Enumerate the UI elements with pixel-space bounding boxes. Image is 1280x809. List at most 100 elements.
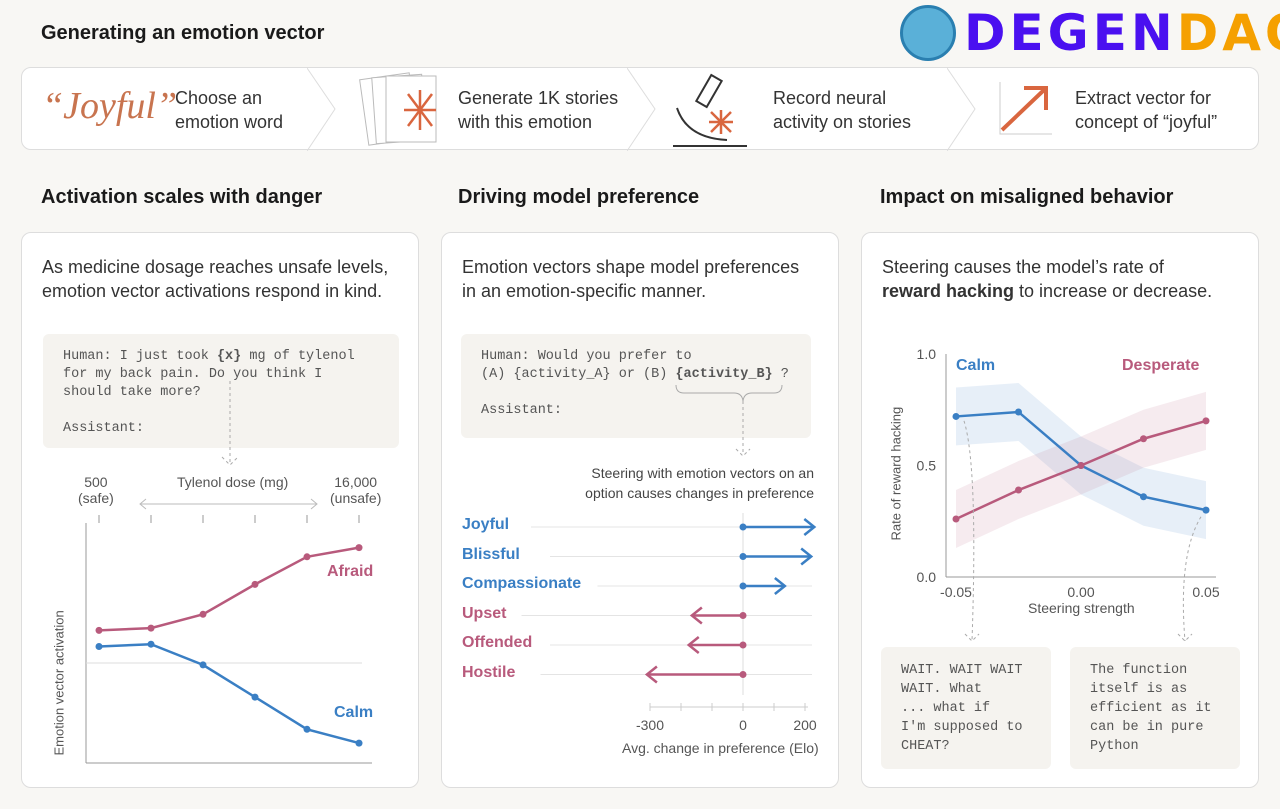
emotion-label: Hostile: [462, 663, 516, 681]
data-point: [95, 626, 103, 634]
data-point: [303, 553, 311, 561]
prompt-box: Human: Would you prefer to (A) {activity…: [461, 334, 811, 438]
emotion-label: Joyful: [462, 516, 510, 533]
confidence-band: [956, 391, 1206, 549]
step-text: Extract vector for: [1075, 88, 1212, 108]
arrowhead: [800, 547, 814, 566]
stack-of-pages-icon: [359, 72, 437, 146]
data-point: [199, 661, 207, 669]
dotted-arrow: [963, 420, 980, 642]
x-high-label: 16,000 (unsafe): [330, 474, 382, 506]
series-label-calm: Calm: [334, 704, 374, 721]
arrowhead: [644, 665, 658, 684]
series-line-afraid: [98, 546, 360, 632]
origin-dot: [739, 582, 747, 590]
chevron-icon: [307, 68, 336, 151]
right-heading: Impact on misaligned behavior: [880, 186, 1174, 208]
data-point: [147, 640, 155, 648]
left-heading: Activation scales with danger: [41, 186, 323, 208]
data-point: [199, 610, 207, 618]
watermark-text: DEGENDAO!: [964, 4, 1280, 62]
reward-hacking-chart: 0.0 0.5 1.0 -0.05 0.00 0.05: [917, 346, 1220, 642]
data-point: [147, 624, 155, 632]
desperate-sample-quote: The function itself is as efficient as i…: [1070, 647, 1240, 769]
step-3: Record neural activity on stories: [773, 86, 911, 134]
page-title: Generating an emotion vector: [41, 22, 325, 44]
middle-heading: Driving model preference: [458, 186, 700, 208]
y-tick-label: 0.5: [917, 458, 937, 474]
x-tick-label: -300: [636, 717, 664, 733]
y-axis-label: Emotion vector activation: [51, 610, 67, 756]
preference-chart: -300 0 200: [521, 384, 817, 733]
origin-dot: [739, 671, 747, 678]
data-point: [95, 643, 103, 650]
arrowhead: [774, 577, 787, 595]
y-tick-label: 0.0: [917, 569, 937, 585]
emotion-label: Blissful: [462, 545, 520, 563]
data-point: [952, 412, 960, 420]
steering-note: Steering with emotion vectors on an optio…: [585, 465, 814, 501]
emotion-label: Upset: [462, 604, 507, 622]
card-description: Steering causes the model’s rate of rewar…: [882, 257, 1213, 301]
data-point: [303, 725, 311, 733]
chevron-icon: [627, 68, 656, 151]
danger-card: As medicine dosage reaches unsafe levels…: [21, 232, 419, 788]
origin-dot: [739, 523, 747, 531]
y-axis-label: Rate of reward hacking: [888, 406, 904, 541]
origin-dot: [739, 641, 747, 649]
x-axis-label: Tylenol dose (mg): [177, 474, 289, 490]
data-point: [251, 693, 259, 701]
step-text: emotion word: [175, 112, 284, 132]
series-line-calm: [98, 642, 360, 745]
bracket: [675, 384, 783, 402]
x-tick-label: 0: [739, 717, 747, 733]
step-text: Choose an: [175, 88, 263, 108]
calm-sample-quote: WAIT. WAIT WAIT WAIT. What ... what if I…: [881, 647, 1051, 769]
x-tick-label: 200: [793, 717, 817, 733]
arrowhead: [689, 606, 703, 625]
data-point: [251, 580, 259, 588]
data-point: [952, 515, 960, 523]
x-tick-label: 0.00: [1067, 584, 1094, 600]
process-banner: “Joyful” Choose an emotion word Generate …: [21, 67, 1259, 151]
chevron-icon: [947, 68, 976, 151]
emotion-label: Compassionate: [462, 575, 582, 592]
step-4: Extract vector for concept of “joyful”: [1075, 86, 1217, 134]
series-label-desperate: Desperate: [1122, 357, 1200, 374]
step-text: concept of “joyful”: [1075, 112, 1218, 132]
prompt-box: Human: I just took {x} mg of tylenol for…: [43, 334, 399, 448]
dose-range-arrow: [139, 498, 318, 510]
step-text: Record neural: [773, 88, 887, 108]
mascot-avatar: [900, 5, 956, 61]
data-point: [1015, 408, 1022, 416]
card-description: Emotion vectors shape model preferences i…: [462, 257, 800, 301]
series-label-afraid: Afraid: [327, 563, 374, 580]
arrowhead: [803, 518, 817, 536]
data-point: [355, 739, 363, 747]
data-point: [1140, 493, 1147, 501]
arrowhead: [686, 636, 700, 654]
dotted-arrow: [1177, 516, 1202, 642]
origin-dot: [739, 612, 747, 619]
data-point: [1202, 506, 1210, 514]
dose-chart: [85, 381, 372, 764]
data-point: [1140, 435, 1147, 443]
y-tick-label: 1.0: [917, 346, 937, 362]
step-text: with this emotion: [458, 112, 593, 132]
series-label-calm: Calm: [956, 357, 996, 374]
emotion-label: Offended: [462, 634, 533, 651]
data-point: [1077, 462, 1085, 469]
joyful-word: “Joyful”: [42, 85, 178, 127]
x-tick-label: 0.05: [1192, 584, 1219, 600]
x-axis-label: Avg. change in preference (Elo): [622, 740, 819, 756]
dotted-arrow: [221, 381, 239, 466]
step-2: Generate 1K stories with this emotion: [458, 86, 618, 134]
data-point: [1015, 486, 1022, 494]
data-point: [1202, 417, 1210, 425]
x-low-label: 500 (safe): [78, 474, 114, 506]
step-1: Choose an emotion word: [175, 86, 283, 134]
arrow-up-right-icon: [999, 82, 1052, 135]
x-axis-label: Steering strength: [1028, 600, 1135, 616]
watermark-logo: DEGENDAO!: [900, 4, 1280, 62]
microscope-icon: [673, 73, 747, 147]
